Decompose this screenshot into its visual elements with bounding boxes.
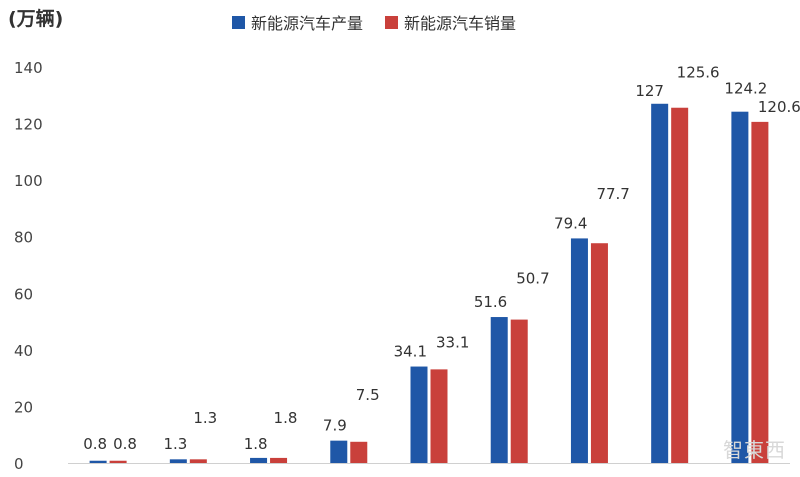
data-label-production: 124.2 [724,80,767,98]
data-label-production: 79.4 [554,214,587,232]
data-label-production: 34.1 [394,343,427,361]
watermark-logo: 智東西 [723,438,786,462]
data-label-sales: 33.1 [436,333,469,351]
bar-production [651,103,669,464]
bar-sales [189,459,207,463]
y-tick-label: 120 [14,116,43,134]
data-label-sales: 1.8 [274,409,298,427]
y-axis-unit-label: (万辆) [8,8,64,30]
y-tick-label: 20 [14,398,33,416]
bar-sales [350,441,368,463]
data-label-production: 0.8 [83,435,107,453]
bar-production [731,111,749,463]
bar-sales [109,460,127,463]
data-label-production: 51.6 [474,293,507,311]
legend-label-production: 新能源汽车产量 [251,14,364,33]
bar-production [250,457,268,463]
bar-production [410,366,428,463]
bar-production [89,460,107,463]
y-tick-label: 40 [14,342,33,360]
bar-sales [671,107,689,463]
data-label-sales: 50.7 [516,270,549,288]
bar-sales [751,121,769,464]
legend-label-sales: 新能源汽车销量 [404,14,517,33]
bar-production [330,440,348,463]
data-label-sales: 77.7 [596,185,629,203]
data-label-sales: 7.5 [356,386,380,404]
legend: 新能源汽车产量 新能源汽车销量 [232,10,538,34]
y-tick-label: 140 [14,59,43,77]
legend-swatch-production [232,15,245,29]
bar-sales [270,457,288,463]
y-tick-label: 80 [14,229,33,247]
legend-item-sales: 新能源汽车销量 [385,10,516,34]
data-label-sales: 120.6 [758,98,800,116]
data-label-sales: 0.8 [113,435,137,453]
y-tick-label: 100 [14,172,43,190]
legend-item-production: 新能源汽车产量 [232,10,363,34]
bar-sales [430,369,448,463]
bar-production [490,317,508,463]
bar-sales [510,319,528,463]
data-label-production: 1.3 [163,435,187,453]
bar-sales [590,243,608,463]
bar-production [570,238,588,463]
data-label-production: 1.8 [244,435,268,453]
data-label-sales: 125.6 [677,64,720,82]
data-label-sales: 1.3 [193,409,217,427]
y-tick-label: 0 [14,455,24,473]
data-label-production: 127 [635,82,664,100]
legend-swatch-sales [385,15,399,29]
bar-production [169,459,187,463]
data-label-production: 7.9 [323,417,347,435]
y-tick-label: 60 [14,285,33,303]
